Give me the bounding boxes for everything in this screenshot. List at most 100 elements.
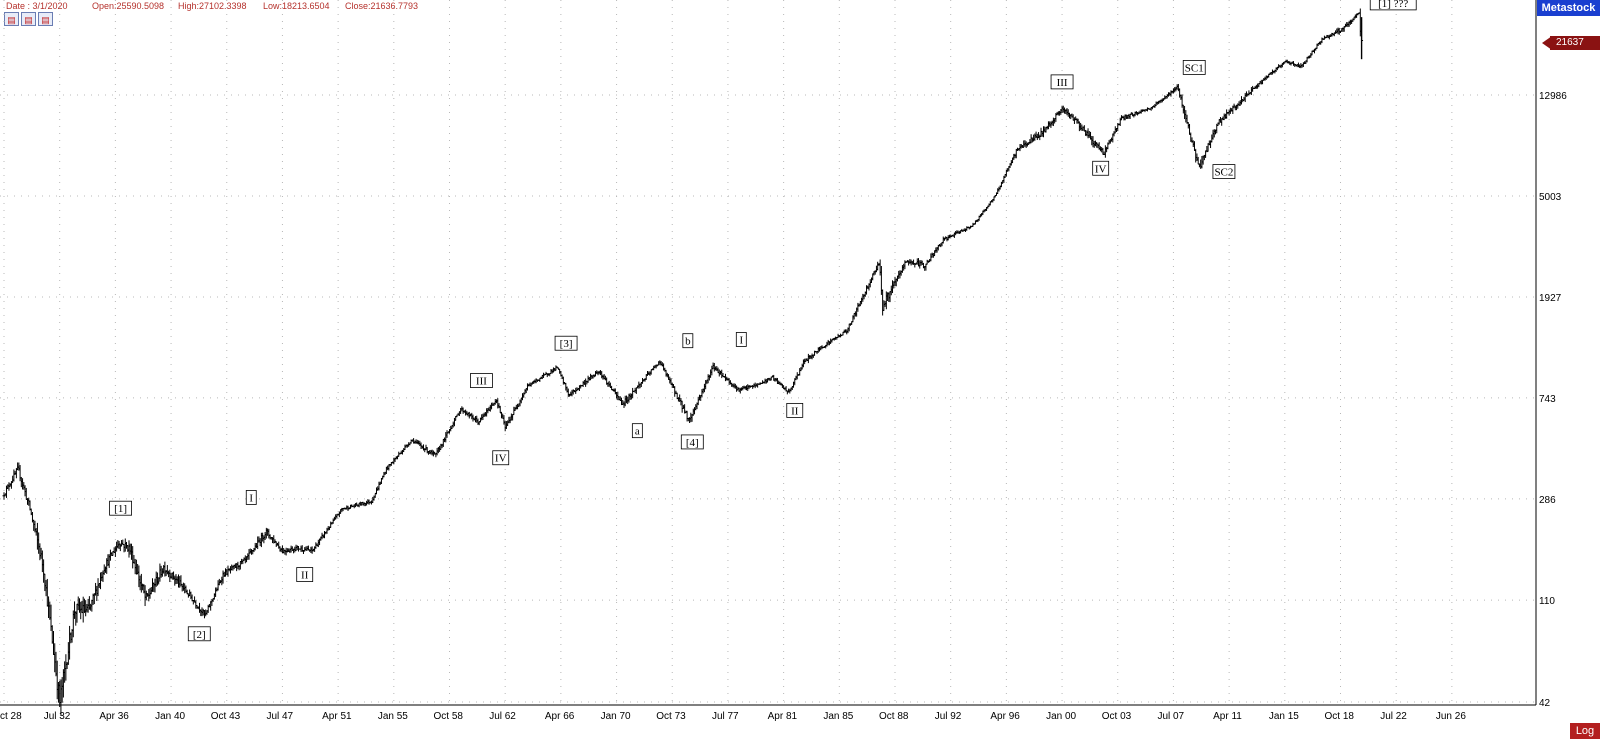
close-readout: Close:21636.7793: [345, 1, 419, 11]
x-tick-label: Apr 96: [990, 711, 1020, 722]
x-tick-label: Jul 92: [935, 711, 962, 722]
y-tick-label: 110: [1539, 596, 1555, 607]
x-tick-label: Apr 81: [768, 711, 798, 722]
x-tick-label: Oct 03: [1102, 711, 1132, 722]
ohlc-bars: [2, 8, 1364, 716]
wave-label-text: [4]: [686, 437, 699, 449]
x-tick-label: Jan 55: [378, 711, 408, 722]
x-tick-label: Oct 73: [656, 711, 686, 722]
wave-label-text: [3]: [560, 338, 573, 350]
x-tick-label: Jan 85: [823, 711, 853, 722]
price-axis: 42 110 286 743 1927 5003 12986: [1535, 0, 1567, 709]
wave-label-box: [680, 434, 704, 450]
x-tick-label: Jan 40: [155, 711, 185, 722]
wave-labels: [1][2]IIIIIIIV[3]ab[4]IIIIIIIVSC1SC2[1] …: [109, 0, 1417, 642]
wave-label-box: [1092, 160, 1110, 176]
y-tick-label: 5003: [1539, 192, 1562, 203]
wave-label: [1]: [109, 500, 132, 516]
chart-grid: [0, 0, 1536, 705]
wave-label-text: I: [249, 492, 253, 504]
y-tick-label: 42: [1539, 698, 1551, 709]
wave-label-text: SC2: [1214, 167, 1233, 179]
x-tick-label: Jan 70: [601, 711, 631, 722]
wave-label-box: [245, 490, 257, 505]
x-tick-label: Jul 32: [44, 711, 71, 722]
x-tick-label: Jul 07: [1157, 711, 1184, 722]
wave-label-text: [1]: [114, 503, 127, 515]
brand-badge: Metastock: [1537, 0, 1600, 16]
x-tick-label: Oct 18: [1325, 711, 1355, 722]
log-scale-button[interactable]: Log: [1570, 723, 1600, 739]
x-tick-label: Jun 26: [1436, 711, 1466, 722]
wave-label-box: [1050, 74, 1074, 90]
wave-label: III: [1050, 74, 1074, 90]
wave-label-box: [1212, 164, 1236, 179]
wave-label-box: [296, 567, 314, 582]
wave-label-box: [786, 402, 804, 418]
y-tick-label: 286: [1539, 495, 1556, 506]
x-tick-label: Apr 36: [99, 711, 129, 722]
wave-label: II: [786, 402, 804, 418]
wave-label-box: [554, 335, 578, 351]
date-axis: ct 28 Jul 32 Apr 36 Jan 40 Oct 43 Jul 47 Apr 5…: [0, 704, 1536, 722]
x-tick-label: ct 28: [0, 711, 22, 722]
x-tick-label: Jan 00: [1046, 711, 1076, 722]
wave-label-box: [109, 500, 132, 516]
x-tick-label: Apr 51: [322, 711, 352, 722]
wave-label-text: II: [301, 570, 309, 582]
wave-label: [2]: [187, 626, 211, 642]
wave-label-text: II: [791, 405, 799, 417]
x-tick-label: Oct 43: [211, 711, 241, 722]
y-tick-label: 743: [1539, 394, 1556, 405]
wave-label-box: [187, 626, 211, 642]
x-tick-label: Jan 15: [1269, 711, 1299, 722]
wave-label: III: [470, 373, 493, 388]
last-price-tag: 21637: [1550, 36, 1600, 50]
wave-label: I: [735, 332, 747, 347]
wave-label-box: [492, 450, 510, 466]
x-tick-label: Oct 88: [879, 711, 909, 722]
wave-label-box: [682, 333, 694, 349]
chart-toolbar: ▤ ▤ ▤: [4, 12, 53, 28]
wave-label-text: IV: [495, 453, 507, 465]
wave-label: SC1: [1182, 60, 1206, 75]
date-readout: Date : 3/1/2020: [6, 1, 68, 11]
wave-label-text: [1] ???: [1378, 0, 1408, 10]
wave-label: [1] ???: [1369, 0, 1417, 11]
wave-label: SC2: [1212, 164, 1236, 179]
x-tick-label: Jul 77: [712, 711, 739, 722]
open-readout: Open:25590.5098: [92, 1, 165, 11]
wave-label: b: [682, 333, 694, 349]
y-tick-label: 1927: [1539, 293, 1562, 304]
x-tick-label: Apr 66: [545, 711, 575, 722]
wave-label-text: III: [1057, 77, 1068, 89]
wave-label-text: IV: [1095, 163, 1107, 175]
wave-label: a: [631, 423, 643, 439]
wave-label: II: [296, 567, 314, 582]
x-tick-label: Jul 22: [1380, 711, 1407, 722]
wave-label-box: [470, 373, 493, 388]
x-tick-label: Jul 62: [489, 711, 516, 722]
wave-label-text: [2]: [193, 629, 206, 641]
wave-label: IV: [1092, 160, 1110, 176]
chart-tool-icon[interactable]: ▤: [4, 12, 19, 26]
chart-tool-icon[interactable]: ▤: [21, 12, 36, 26]
wave-label-text: a: [635, 426, 640, 438]
low-readout: Low:18213.6504: [263, 1, 330, 11]
x-tick-label: Oct 58: [434, 711, 464, 722]
chart-tool-icon[interactable]: ▤: [38, 12, 53, 26]
x-tick-label: Apr 11: [1213, 711, 1242, 722]
wave-label: I: [245, 490, 257, 505]
y-tick-label: 12986: [1539, 91, 1567, 102]
high-readout: High:27102.3398: [178, 1, 247, 11]
x-tick-label: Jul 47: [266, 711, 293, 722]
price-marker-arrow: [1542, 36, 1552, 50]
wave-label-text: III: [476, 376, 487, 388]
wave-label-text: b: [685, 336, 691, 348]
wave-label-text: SC1: [1185, 62, 1204, 74]
wave-label-box: [631, 423, 643, 439]
wave-label: [4]: [680, 434, 704, 450]
wave-label: [3]: [554, 335, 578, 351]
wave-label-text: I: [739, 334, 743, 346]
